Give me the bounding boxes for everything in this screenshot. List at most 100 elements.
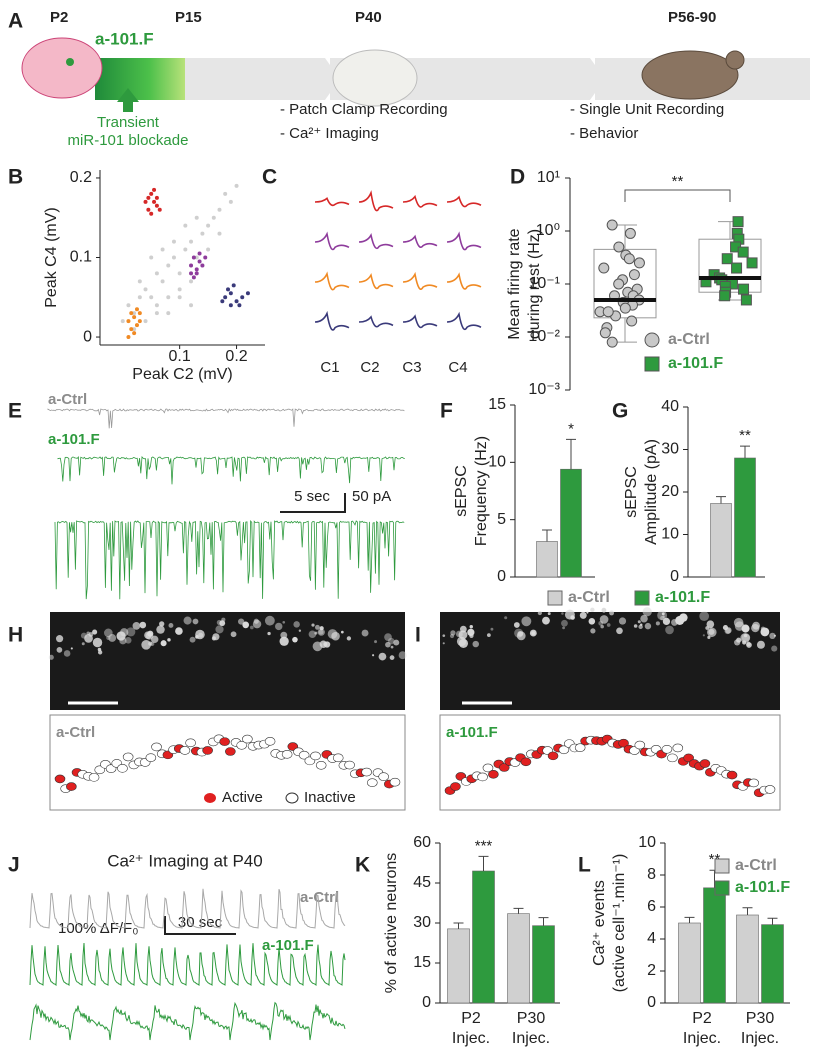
point [217, 207, 222, 212]
speckle [746, 641, 751, 647]
point [598, 262, 610, 274]
y-axis-label: Ca²⁺ events [591, 880, 608, 966]
y-tick-label: 10⁻¹ [528, 275, 560, 292]
cell [54, 774, 66, 784]
waveform [358, 315, 394, 328]
trace [54, 519, 405, 600]
point [149, 255, 154, 260]
significance: ** [672, 173, 684, 190]
speckle [657, 610, 668, 621]
speckle [384, 633, 392, 641]
cell [482, 763, 494, 773]
speckle [707, 627, 717, 638]
speckle [151, 635, 159, 644]
speckle [760, 627, 770, 637]
speckle [148, 641, 153, 646]
channel: C2 [360, 359, 379, 376]
speckle [640, 614, 648, 623]
error-bar [566, 438, 576, 470]
cell [618, 738, 629, 748]
cell [520, 757, 532, 767]
point [177, 287, 182, 292]
legend-marker [644, 356, 660, 372]
cell [661, 744, 673, 754]
speckle [660, 615, 665, 621]
cell [378, 772, 389, 781]
ca-trace [29, 942, 346, 987]
ca-trace [29, 1001, 346, 1041]
cell [498, 763, 510, 772]
y-axis-label: Mean firing rate [506, 228, 523, 339]
point [132, 331, 137, 336]
point [200, 231, 205, 236]
bar [678, 922, 701, 1004]
scale-label: 100% ΔF/F₀ [58, 920, 138, 937]
speckle [618, 617, 627, 625]
point [211, 215, 216, 220]
speckle [705, 626, 710, 630]
y-axis-label: during rest (Hz) [526, 229, 543, 339]
waveform [314, 197, 350, 207]
point [146, 195, 151, 200]
speckle [699, 611, 710, 622]
trace-label: a-Ctrl [48, 391, 87, 408]
point [137, 295, 142, 300]
x-tick-label: P2 Injec. [452, 1010, 490, 1047]
point [737, 246, 749, 258]
speckle [442, 634, 446, 638]
point [166, 263, 171, 268]
speckle [599, 615, 609, 624]
speckle [160, 640, 167, 647]
bar [447, 928, 470, 1004]
y-axis-label: Frequency (Hz) [473, 436, 490, 546]
speckle [702, 634, 705, 637]
panel-label: H [8, 624, 23, 647]
point [126, 303, 131, 308]
point [719, 290, 731, 302]
speckle [139, 621, 147, 629]
speckle [293, 621, 300, 628]
legend-marker [204, 793, 216, 803]
scale-label: 50 pA [352, 488, 391, 505]
y-axis-label: sEPSC [453, 465, 470, 517]
y-tick-label: 60 [413, 834, 431, 851]
x-tick-label: P30 Injec. [741, 1010, 779, 1047]
channel: C4 [448, 359, 467, 376]
scale-label: 30 sec [178, 914, 223, 931]
speckle [372, 654, 375, 657]
x-axis-label: Peak C2 (mV) [132, 366, 232, 383]
y-tick-label: 0.1 [70, 249, 92, 266]
speckle [81, 642, 85, 646]
cell [117, 764, 128, 773]
scale-bar [280, 493, 346, 513]
pup-icon [21, 37, 103, 99]
speckle [215, 625, 224, 634]
speckle [192, 618, 199, 625]
point [183, 223, 188, 228]
legend-marker [714, 858, 730, 874]
legend-marker [714, 880, 730, 896]
y-axis-label: Peak C4 (mV) [43, 207, 60, 307]
cell [179, 746, 191, 755]
speckle [374, 640, 377, 644]
speckle [250, 625, 254, 630]
point [160, 247, 165, 252]
speckle [562, 626, 565, 630]
speckle [238, 618, 245, 625]
cell [88, 773, 100, 782]
waveform [358, 272, 394, 290]
speckle [756, 640, 765, 649]
speckle [486, 633, 491, 638]
y-tick-label: 45 [413, 874, 431, 891]
speckle [132, 622, 141, 630]
point [206, 223, 211, 228]
speckle [769, 632, 776, 640]
point [599, 327, 611, 339]
point [191, 255, 196, 260]
point [194, 255, 199, 260]
speckle [323, 642, 328, 647]
scale-label: 5 sec [294, 488, 330, 505]
speckle [55, 635, 64, 643]
y-tick-label: 0 [422, 994, 431, 1011]
speckle [124, 636, 132, 644]
